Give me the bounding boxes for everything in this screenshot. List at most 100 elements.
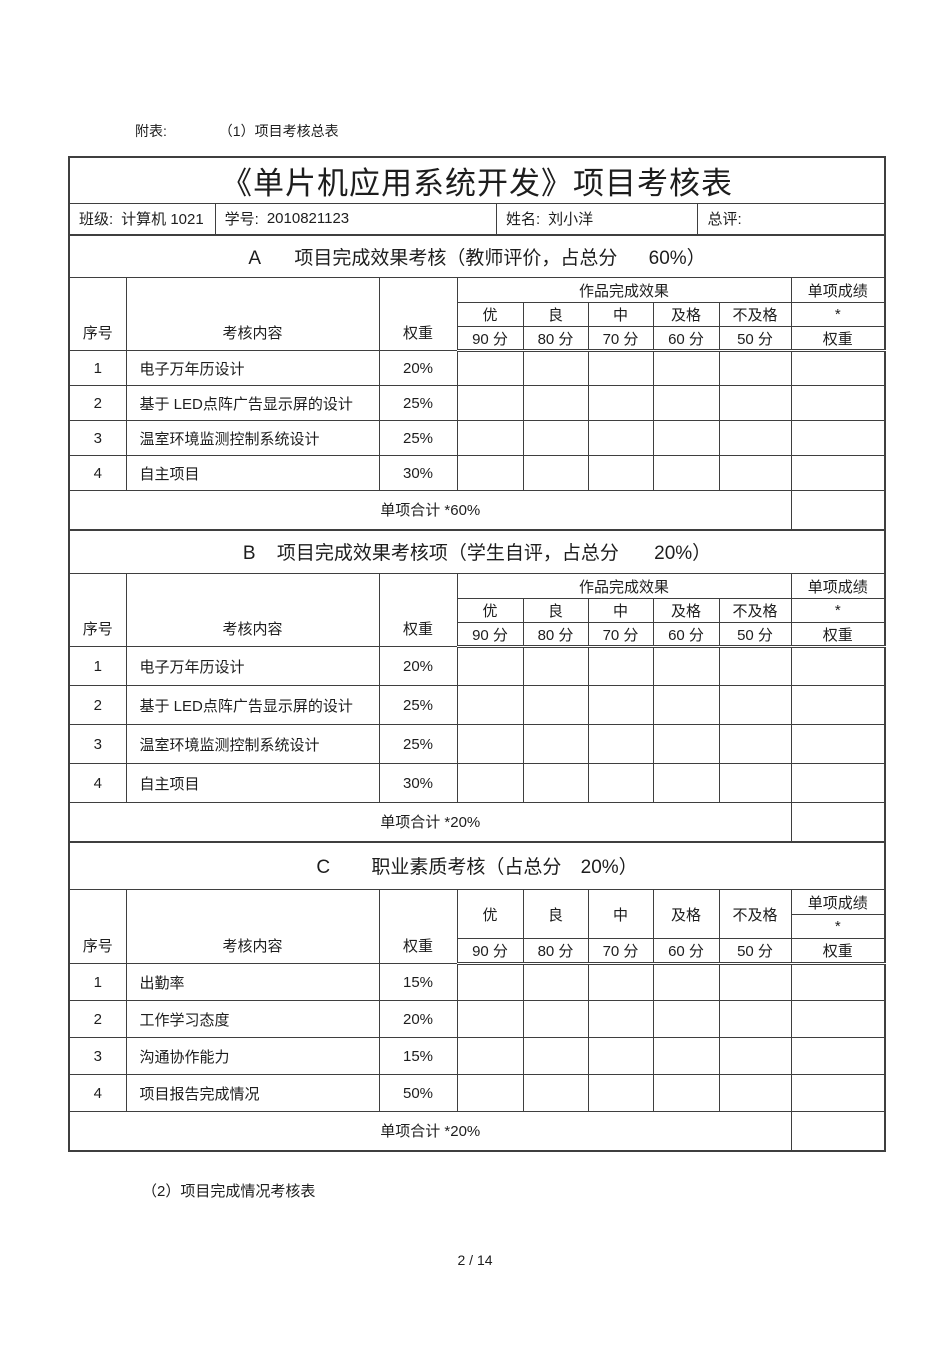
score-entry-cell [456, 724, 524, 764]
overall-label: 总评: [707, 211, 742, 229]
item-score-cell [790, 763, 886, 803]
weight-cell: 30% [378, 455, 458, 491]
score-header: 90 分 [456, 938, 524, 965]
grade-header: 优 [456, 598, 524, 623]
score-header: 60 分 [652, 938, 720, 965]
caption-text: （1）项目考核总表 [218, 123, 339, 139]
subtotal-score-cell [790, 1111, 886, 1151]
score-entry-cell [456, 1074, 524, 1112]
assessment-row: 1 电子万年历设计 20% [68, 350, 886, 386]
score-entry-cell [522, 724, 589, 764]
section-percent: 20%） [654, 543, 712, 565]
header-row-3: 90 分 80 分 70 分 60 分 50 分 权重 [69, 326, 886, 352]
weight-cell: 25% [378, 685, 458, 725]
assessment-row: 3 沟通协作能力 15% [68, 1037, 886, 1075]
subtotal-label: 单项合计 *20% [68, 802, 792, 842]
weight-cell: 20% [378, 350, 458, 386]
page-number: 2 / 14 [457, 1252, 493, 1268]
section-a-title: A 项目完成效果考核（教师评价，占总分 60%） [68, 233, 886, 278]
student-id-label: 学号: [224, 211, 259, 229]
score-entry-cell [456, 385, 524, 421]
score-entry-cell [652, 385, 720, 421]
score-entry-cell [652, 455, 720, 491]
score-entry-cell [718, 455, 792, 491]
assessment-row: 3 温室环境监测控制系统设计 25% [68, 724, 886, 764]
grade-header: 中 [587, 302, 654, 327]
score-header: 50 分 [718, 326, 792, 352]
section-percent: 60%） [648, 247, 706, 269]
score-entry-cell [587, 1037, 654, 1075]
score-entry-cell [587, 385, 654, 421]
score-header: 60 分 [652, 326, 720, 352]
weight-cell: 30% [378, 763, 458, 803]
content-cell: 工作学习态度 [125, 1000, 380, 1038]
grade-header: 中 [587, 889, 654, 939]
seq-cell: 1 [68, 963, 127, 1001]
score-entry-cell [456, 455, 524, 491]
header-row-1: 序号 考核内容 权重 作品完成效果 单项成绩 [68, 573, 886, 647]
section-letter: A [248, 247, 262, 269]
item-score-group-header: 单项成绩 [790, 277, 886, 303]
grade-header: 及格 [652, 598, 720, 623]
seq-cell: 1 [68, 350, 127, 386]
weight-cell: 15% [378, 1037, 458, 1075]
score-header: 90 分 [456, 622, 524, 648]
item-score-cell [790, 350, 886, 386]
score-header: 60 分 [652, 622, 720, 648]
score-entry-cell [522, 963, 589, 1001]
grade-header: 不及格 [718, 598, 792, 623]
score-entry-cell [522, 1000, 589, 1038]
header-row-1: 序号 考核内容 权重 作品完成效果 单项成绩 [68, 277, 886, 351]
star-header: * [790, 302, 886, 327]
score-entry-cell [652, 963, 720, 1001]
item-weight-header: 权重 [790, 938, 886, 965]
assessment-row: 2 工作学习态度 20% [68, 1000, 886, 1038]
score-entry-cell [522, 1074, 589, 1112]
student-id-cell: 学号: 2010821123 [214, 204, 496, 234]
assessment-row: 4 自主项目 30% [68, 763, 886, 803]
student-id-value: 2010821123 [266, 210, 350, 228]
next-table-caption: （2）项目完成情况考核表 [142, 1183, 316, 1200]
score-entry-cell [456, 685, 524, 725]
weight-cell: 15% [378, 963, 458, 1001]
score-header: 90 分 [456, 326, 524, 352]
assessment-row: 1 出勤率 15% [68, 963, 886, 1001]
weight-cell: 50% [378, 1074, 458, 1112]
seq-cell: 2 [68, 685, 127, 725]
seq-cell: 2 [68, 1000, 127, 1038]
grade-header: 优 [456, 302, 524, 327]
name-label: 姓名: [505, 211, 541, 229]
score-entry-cell [522, 350, 589, 386]
weight-cell: 25% [378, 420, 458, 456]
score-entry-cell [522, 385, 589, 421]
section-title-text: 职业素质考核（占总分 [371, 857, 562, 879]
score-entry-cell [587, 724, 654, 764]
seq-cell: 3 [68, 1037, 127, 1075]
weight-cell: 25% [378, 385, 458, 421]
grade-header: 良 [522, 889, 589, 939]
content-header: 考核内容 [125, 889, 380, 964]
seq-cell: 3 [68, 724, 127, 764]
content-cell: 电子万年历设计 [125, 350, 380, 386]
score-entry-cell [718, 1037, 792, 1075]
student-info-strip: 班级: 计算机 1021 学号: 2010821123 姓名: 刘小洋 总评: [70, 204, 884, 234]
score-entry-cell [718, 963, 792, 1001]
score-entry-cell [522, 685, 589, 725]
item-score-group-header: 单项成绩 [790, 573, 886, 599]
section-c-title: C 职业素质考核（占总分 20%） [68, 840, 886, 890]
assessment-row: 2 基于 LED点阵广告显示屏的设计 25% [68, 685, 886, 725]
overall-cell: 总评: [697, 204, 884, 234]
class-value: 计算机 1021 [121, 211, 204, 229]
seq-cell: 2 [68, 385, 127, 421]
score-entry-cell [652, 646, 720, 686]
content-cell: 沟通协作能力 [125, 1037, 380, 1075]
weight-cell: 20% [378, 1000, 458, 1038]
score-entry-cell [718, 1000, 792, 1038]
score-entry-cell [456, 763, 524, 803]
subtotal-score-cell [790, 490, 886, 530]
content-cell: 温室环境监测控制系统设计 [125, 724, 380, 764]
item-score-cell [790, 1000, 886, 1038]
seq-header: 序号 [68, 573, 127, 647]
weight-cell: 25% [378, 724, 458, 764]
score-header: 50 分 [718, 622, 792, 648]
